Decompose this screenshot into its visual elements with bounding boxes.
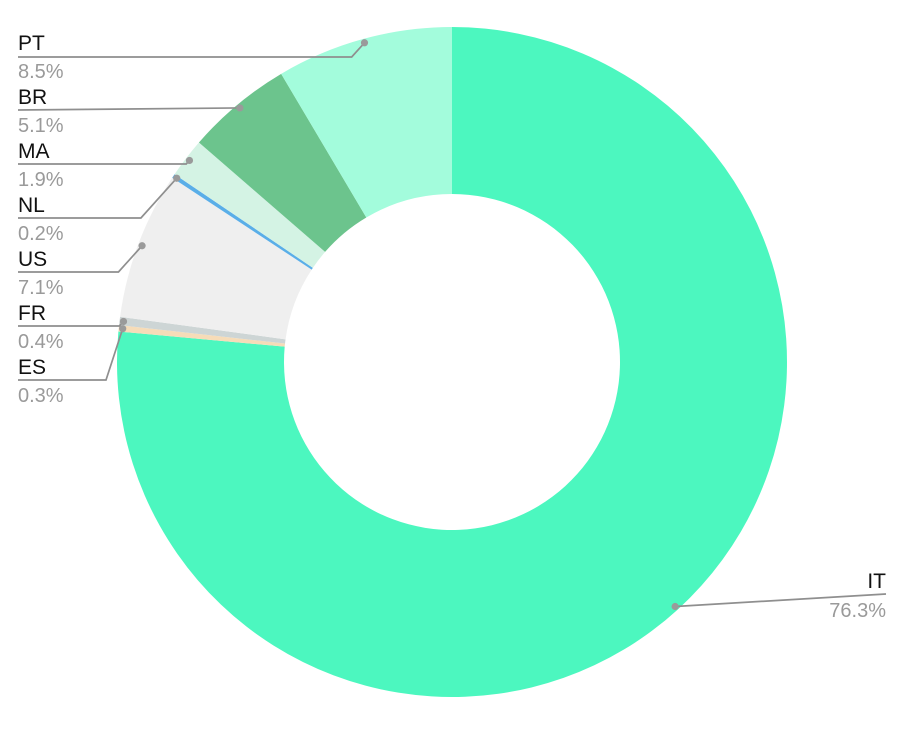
- slice-br: [198, 73, 367, 252]
- leader-dot-us: [138, 242, 146, 250]
- slice-us: [120, 177, 312, 340]
- label-value-us: 7.1%: [18, 277, 64, 299]
- labels-layer: IT 76.3% ES 0.3% FR 0.4% US 7.1% NL 0.2% MA 1.9% BR 5…: [18, 32, 886, 622]
- leader-line-us: [18, 245, 143, 273]
- leader-dot-nl: [173, 174, 181, 182]
- slice-es: [118, 325, 286, 347]
- leader-line-pt: [18, 42, 366, 58]
- leader-dot-it: [671, 602, 679, 611]
- slices-layer: [117, 27, 788, 697]
- leader-dot-fr: [119, 317, 128, 326]
- leader-line-es: [18, 328, 124, 381]
- leaders-layer: [17, 39, 887, 611]
- label-name-pt: PT: [18, 32, 45, 55]
- leader-dot-es: [119, 325, 127, 333]
- leader-dot-pt: [360, 39, 369, 47]
- label-name-nl: NL: [18, 194, 45, 217]
- leader-dot-ma: [185, 156, 194, 165]
- label-value-it: 76.3%: [829, 600, 886, 622]
- label-value-pt: 8.5%: [18, 61, 64, 83]
- slice-ma: [174, 142, 326, 268]
- leader-line-it: [675, 593, 887, 608]
- slice-nl: [172, 174, 313, 270]
- label-name-us: US: [18, 248, 47, 271]
- slice-pt: [281, 27, 452, 218]
- label-name-ma: MA: [18, 140, 50, 163]
- leader-dot-br: [236, 104, 244, 112]
- label-value-nl: 0.2%: [18, 223, 64, 245]
- label-value-es: 0.3%: [18, 385, 64, 407]
- label-value-br: 5.1%: [18, 115, 64, 137]
- label-name-it: IT: [867, 570, 886, 593]
- label-name-es: ES: [18, 356, 46, 379]
- leader-line-br: [17, 107, 240, 111]
- leader-line-nl: [18, 177, 178, 219]
- label-name-fr: FR: [18, 302, 46, 325]
- label-value-fr: 0.4%: [18, 331, 64, 353]
- label-value-ma: 1.9%: [18, 169, 64, 191]
- label-name-br: BR: [18, 86, 47, 109]
- slice-it: [117, 27, 788, 697]
- slice-fr: [119, 316, 286, 344]
